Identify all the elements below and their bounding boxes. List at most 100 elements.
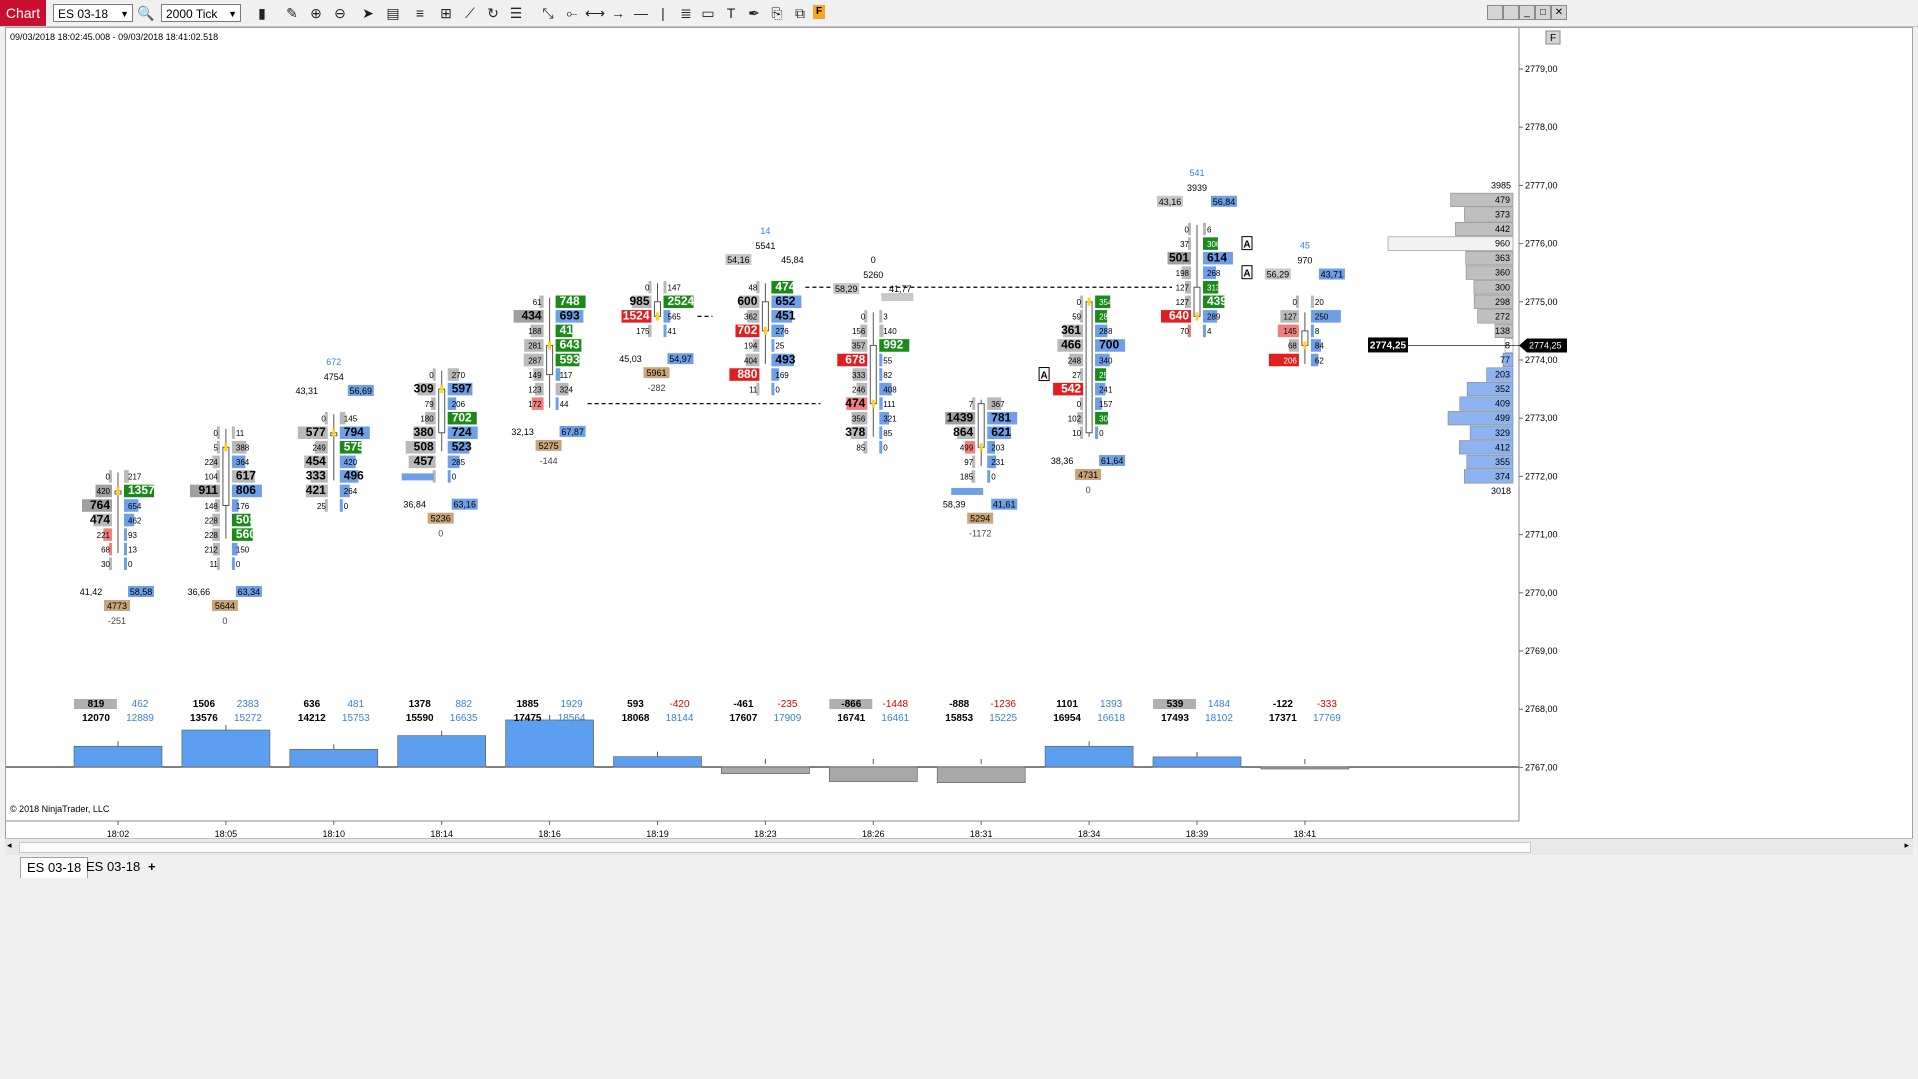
vertical-line-icon[interactable]: | <box>661 5 665 21</box>
copy-icon[interactable]: ⎘ <box>771 5 783 21</box>
bid-volume-cell <box>860 324 868 338</box>
bid-volume-label: 102 <box>1068 414 1082 423</box>
footprint-bar[interactable]: 0 6 37 306 501 614 198 268 127 313 127 439 640 289 70 4… <box>1153 168 1237 724</box>
strategies-icon[interactable]: ⊞ <box>440 5 452 21</box>
top-left-box <box>1264 268 1291 280</box>
zoom-out-icon[interactable]: ⊖ <box>334 5 346 21</box>
tab-es-03-18-active[interactable]: ES 03-18 <box>20 857 89 878</box>
footprint-bar[interactable]: 0 145 577 794 249 575 454 420 333 496 421 264 25 0 672… <box>296 357 374 724</box>
ask-volume-cell <box>447 470 451 483</box>
ask-volume-label: 364 <box>236 458 250 467</box>
text-icon[interactable]: T <box>726 5 736 21</box>
ask-volume-cell <box>663 310 671 323</box>
chart-panel[interactable]: 0 217 420 1357 764 654 474 462 221 93 68 13 30 0 41,42… <box>5 27 1913 839</box>
horizontal-scrollbar[interactable]: ◂ ▸ <box>5 838 1913 855</box>
ask-volume-label: 140 <box>883 327 897 336</box>
candle-body <box>761 301 769 332</box>
ask-volume-label: 565 <box>668 313 682 322</box>
pointer-icon[interactable]: ➤ <box>362 5 374 21</box>
extended-line-icon[interactable]: ⟷ <box>585 5 606 21</box>
f-badge[interactable]: F <box>813 5 825 19</box>
text-align-icon[interactable]: ≣ <box>680 5 692 21</box>
ask-volume-label: 462 <box>128 516 142 525</box>
footprint-bar[interactable]: 0 217 420 1357 764 654 474 462 221 93 68 13 30 0 41,42… <box>74 470 155 724</box>
chevron-down-icon: ▼ <box>120 9 129 19</box>
bid-volume-label: 145 <box>1284 327 1298 336</box>
footprint-bar[interactable]: 0 11 5 388 224 364 104 617 911 806 148 176 228 503 228… <box>188 426 263 724</box>
ask-volume-label: 617 <box>236 469 256 483</box>
add-tab-button[interactable]: + <box>148 859 156 874</box>
bid-volume-label: 175 <box>636 327 650 336</box>
chart-window-label[interactable]: Chart <box>0 0 46 26</box>
footprint-bar[interactable]: 0 20 127 250 145 8 68 84 206 62 45 970 56,29 43,71 -12… <box>1264 241 1345 724</box>
footprint-bar[interactable]: 0 3 156 140 357 992 678 55 333 82 246 408 474 111 356 3… <box>829 255 914 724</box>
ask-volume-cell <box>987 411 1018 425</box>
ask-volume-label: 560 <box>236 527 256 541</box>
bid-volume-label: 0 <box>1077 400 1082 409</box>
scroll-thumb[interactable] <box>19 842 1531 853</box>
brush-icon[interactable]: ✒ <box>748 5 760 21</box>
bid-volume-label: 404 <box>744 356 758 365</box>
instrument-selector[interactable]: ES 03-18 ▼ <box>53 4 133 22</box>
price-tick-label: 2769,00 <box>1525 646 1558 656</box>
time-tick-label: 18:26 <box>862 829 885 838</box>
volume-profile-label: 499 <box>1495 413 1510 423</box>
scroll-right-icon[interactable]: ▸ <box>1904 840 1909 850</box>
ask-volume-cell <box>124 542 127 556</box>
delta-highlight <box>829 699 873 709</box>
ask-volume-cell <box>447 426 478 440</box>
ray-icon[interactable]: ⟜ <box>566 5 578 21</box>
volume-profile-label: 203 <box>1495 370 1510 380</box>
top-left-box <box>725 253 752 265</box>
template-icon[interactable]: ⧉ <box>795 5 805 21</box>
footprint-bar[interactable]: 7 367 1439 781 864 621 499 203 97 231 185 0 58,39 41,… <box>943 397 1018 724</box>
bid-volume-label: 5 <box>213 444 218 453</box>
ask-volume-cell <box>771 339 775 352</box>
refresh-icon[interactable]: ↻ <box>487 5 499 21</box>
bar-volume-label: 5236 <box>431 514 451 524</box>
bid-volume-cell <box>837 353 868 367</box>
indicators-icon[interactable]: ≡ <box>415 5 425 21</box>
pencil-icon[interactable]: ✎ <box>286 5 298 21</box>
list-icon[interactable]: ☰ <box>509 5 523 21</box>
fibonacci-icon[interactable]: ⤡ <box>542 5 554 21</box>
line-tools-icon[interactable]: ⟋ <box>465 5 475 21</box>
summary-volume: -235 <box>777 699 797 710</box>
close-icon[interactable]: ✕ <box>1551 5 1567 20</box>
time-tick-label: 18:39 <box>1186 829 1209 838</box>
volume-profile-label: 363 <box>1495 253 1510 263</box>
minimize-icon[interactable]: _ <box>1519 5 1535 20</box>
window-icon[interactable] <box>1503 5 1519 20</box>
period-selector[interactable]: 2000 Tick ▼ <box>161 4 241 22</box>
zoom-in-icon[interactable]: ⊕ <box>310 5 322 21</box>
bid-volume-label: 11 <box>210 560 219 569</box>
scroll-left-icon[interactable]: ◂ <box>7 840 12 850</box>
window-icon[interactable] <box>1487 5 1503 20</box>
footprint-bar[interactable]: 0 270 309 597 79 206 180 702 380 724 508 523 457 285 1… <box>403 368 478 724</box>
bar-top-volume: 3939 <box>1187 183 1207 193</box>
horizontal-line-icon[interactable]: — <box>634 5 648 21</box>
footprint-bar[interactable]: 48 474 600 652 362 451 702 276 194 25 404 493 880 169… <box>725 226 804 724</box>
arrow-line-icon[interactable]: → <box>611 5 625 21</box>
ask-volume-cell <box>231 557 235 570</box>
delta-histogram-bar <box>613 756 702 768</box>
search-icon[interactable]: 🔍 <box>137 5 155 21</box>
price-tick-label: 2775,00 <box>1525 297 1558 307</box>
maximize-icon[interactable]: □ <box>1535 5 1551 20</box>
bid-volume-cell <box>216 441 220 454</box>
bar-style-icon[interactable]: ▮ <box>258 5 266 21</box>
rectangle-icon[interactable]: ▭ <box>701 5 715 21</box>
data-box-icon[interactable]: ▤ <box>386 5 400 21</box>
ask-volume-label: 117 <box>560 371 573 380</box>
footprint-bar[interactable]: 61 748 434 693 188 418 281 643 287 593 149 117 123 32… <box>511 294 586 724</box>
panel-f-button[interactable] <box>1545 30 1561 45</box>
poc-marker <box>224 443 228 452</box>
tab-es-03-18[interactable]: ES 03-18 <box>86 859 141 874</box>
bar-top-label: 672 <box>326 357 341 367</box>
time-tick-label: 18:23 <box>754 829 777 838</box>
bid-volume-label: 333 <box>852 371 866 380</box>
footprint-bar[interactable]: 0 354 59 280 361 288 466 700 248 340 27 256 542 241 0 1… <box>1051 295 1126 724</box>
poc-marker <box>332 428 336 437</box>
